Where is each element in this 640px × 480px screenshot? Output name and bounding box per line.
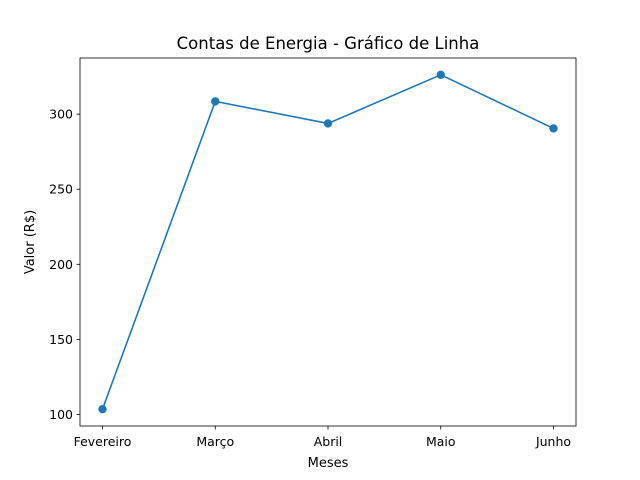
x-tick-label: Maio <box>426 434 456 449</box>
data-point <box>549 124 558 133</box>
plot-area: 100 150 200 250 300 Fevereiro Março Abril Maio Ju… <box>49 57 577 449</box>
y-tick-label: 250 <box>49 182 73 197</box>
data-point <box>98 404 107 414</box>
chart-title: Contas de Energia - Gráfico de Linha <box>177 34 480 53</box>
data-point <box>211 97 220 106</box>
plot-frame <box>79 57 577 427</box>
x-tick-label: Fevereiro <box>74 434 132 449</box>
x-axis-label: Meses <box>308 456 349 471</box>
y-axis-label: Valor (R$) <box>23 210 38 274</box>
y-tick-label: 100 <box>49 407 73 422</box>
x-tick-label: Março <box>196 434 234 449</box>
data-point <box>323 119 333 128</box>
y-tick-label: 150 <box>49 332 73 347</box>
y-tick-label: 300 <box>49 107 73 122</box>
data-point <box>436 70 445 80</box>
x-tick-label: Junho <box>535 434 571 449</box>
x-tick-label: Abril <box>314 434 343 449</box>
y-tick-label: 200 <box>49 257 73 272</box>
